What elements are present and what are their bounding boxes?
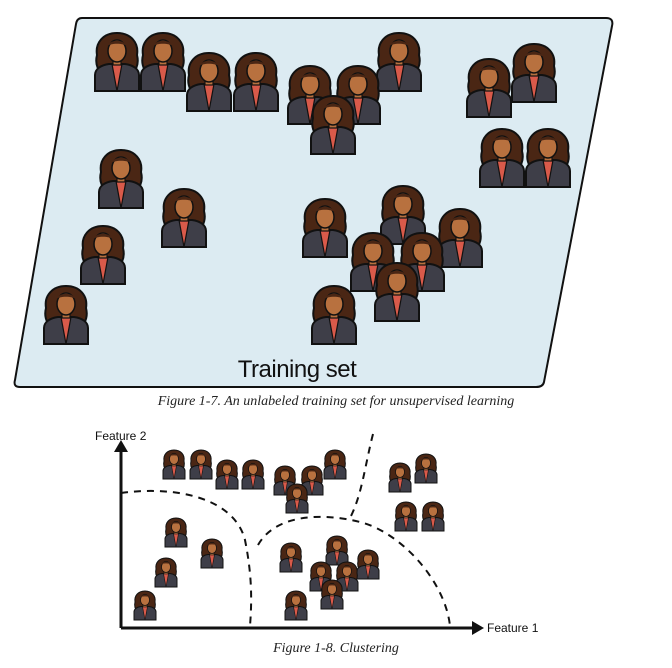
person-icon (134, 591, 156, 620)
person-icon (242, 460, 264, 489)
person-icon (415, 454, 437, 483)
person-icon (286, 484, 308, 513)
person-icons-clusters (134, 450, 444, 620)
cluster-boundary-left (120, 489, 253, 627)
person-icon (326, 536, 348, 565)
person-icon (324, 450, 346, 479)
x-axis-label: Feature 1 (487, 621, 539, 635)
y-axis-arrow (114, 440, 128, 452)
figure-8-caption: Figure 1-8. Clustering (273, 641, 399, 656)
person-icon (280, 543, 302, 572)
y-axis-label: Feature 2 (95, 429, 147, 443)
person-icon (389, 463, 411, 492)
person-icon (165, 518, 187, 547)
figure-7-caption: Figure 1-7. An unlabeled training set fo… (157, 394, 515, 409)
person-icon (216, 460, 238, 489)
training-set-diagram: Training set (13, 17, 614, 388)
person-icon (321, 580, 343, 609)
person-icon (155, 558, 177, 587)
person-icon (422, 502, 444, 531)
cluster-boundary-top (349, 433, 374, 519)
person-icon (190, 450, 212, 479)
person-icon (201, 539, 223, 568)
training-set-label: Training set (238, 356, 357, 383)
person-icon (163, 450, 185, 479)
person-icon (285, 591, 307, 620)
x-axis-arrow (472, 621, 484, 635)
person-icon (357, 550, 379, 579)
person-icon (395, 502, 417, 531)
